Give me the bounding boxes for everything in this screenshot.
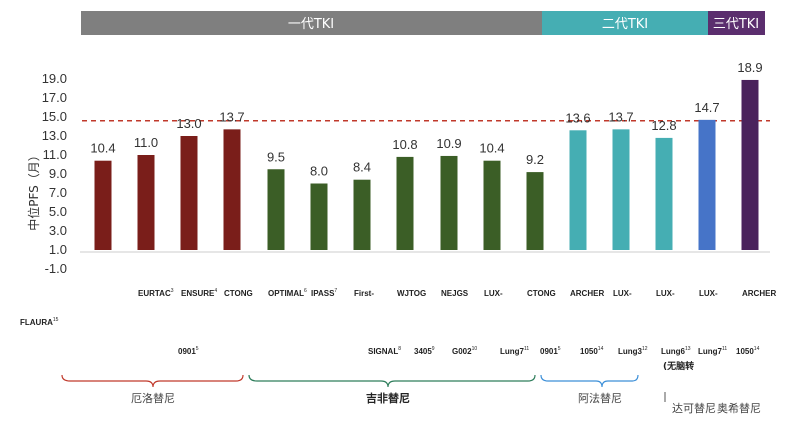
gen3-band — [708, 11, 765, 35]
y-tick-label: 1.0 — [49, 242, 67, 257]
y-tick-label: 13.0 — [42, 128, 67, 143]
y-tick-label: 19.0 — [42, 71, 67, 86]
y-tick-label: 3.0 — [49, 223, 67, 238]
value-label: 10.4 — [479, 141, 504, 156]
bar — [655, 137, 673, 250]
value-label: 11.0 — [134, 135, 158, 150]
drug-osimertinib: 奥希替尼 — [717, 401, 761, 415]
gen1-band — [81, 11, 542, 35]
bar — [310, 183, 328, 250]
bar — [483, 160, 501, 250]
y-ticks: 19.0 17.0 15.0 13.0 11.0 9.0 7.0 5.0 3.0 1.0 -1.0 — [42, 71, 67, 276]
drug-erlotinib: 厄洛替尼 — [131, 391, 175, 405]
value-label: 8.4 — [353, 160, 371, 175]
category-label: 09015 — [540, 346, 561, 356]
value-label: 9.2 — [526, 152, 544, 167]
category-label: G00210 — [452, 346, 477, 356]
generation-header: 一代TKI 二代TKI 三代TKI — [81, 11, 765, 35]
bar — [698, 119, 716, 250]
value-labels: 10.4 11.0 13.0 13.7 9.5 8.0 8.4 10.8 10.9 10.4 9.2… — [90, 60, 762, 179]
bar — [440, 155, 458, 250]
bar — [223, 129, 241, 250]
category-label: LUX- — [613, 289, 632, 298]
value-label: 13.6 — [565, 110, 590, 125]
category-label: CTONG — [527, 289, 556, 298]
value-label: 13.7 — [608, 109, 633, 124]
value-label: 13.0 — [176, 116, 201, 131]
y-tick-label: 17.0 — [42, 90, 67, 105]
category-label: ARCHER — [742, 289, 776, 298]
bar — [569, 130, 587, 250]
category-label: IPASS7 — [311, 288, 337, 298]
bar — [180, 136, 198, 250]
category-label: LUX- — [699, 289, 718, 298]
bar — [137, 155, 155, 250]
category-label: Lung613 — [661, 346, 691, 356]
category-label: 105014 — [580, 346, 604, 356]
bar — [94, 160, 112, 250]
category-label: EURTAC3 — [138, 288, 174, 298]
gen2-label: 二代TKI — [602, 17, 648, 32]
category-label: SIGNAL8 — [368, 346, 401, 356]
value-label: 10.4 — [90, 141, 115, 156]
category-label: Lung711 — [500, 346, 529, 356]
y-tick-label: 15.0 — [42, 109, 67, 124]
value-label: 9.5 — [267, 149, 285, 164]
value-label: 8.0 — [310, 164, 328, 179]
category-label: 34059 — [414, 346, 435, 356]
value-label: 10.9 — [436, 136, 461, 151]
gen2-band — [542, 11, 708, 35]
y-tick-label: -1.0 — [45, 261, 67, 276]
bar — [612, 129, 630, 250]
category-note: (无脑转 — [663, 360, 694, 372]
category-labels: EURTAC3 ENSURE4 CTONG OPTIMAL6 IPASS7 First- W… — [20, 288, 776, 372]
category-label: WJTOG — [397, 289, 426, 298]
afatinib-bracket — [540, 374, 639, 388]
category-label: 09015 — [178, 346, 199, 356]
category-label: Lung711 — [698, 346, 727, 356]
y-tick-label: 9.0 — [49, 166, 67, 181]
drug-brackets — [61, 374, 639, 388]
category-label: LUX- — [484, 289, 503, 298]
value-label: 10.8 — [392, 137, 417, 152]
category-label: NEJGS — [441, 289, 469, 298]
erlotinib-bracket — [61, 374, 244, 388]
category-label: First- — [354, 289, 374, 298]
value-label: 12.8 — [651, 118, 676, 133]
bar — [353, 179, 371, 250]
y-tick-label: 7.0 — [49, 185, 67, 200]
category-label: ARCHER — [570, 289, 604, 298]
value-label: 13.7 — [219, 109, 244, 124]
category-label: LUX- — [656, 289, 675, 298]
y-tick-label: 5.0 — [49, 204, 67, 219]
category-label: 105014 — [736, 346, 760, 356]
category-label: FLAURA15 — [20, 317, 59, 327]
drug-dacomitinib: 达可替尼 — [672, 401, 716, 415]
category-label: CTONG — [224, 289, 253, 298]
gen1-label: 一代TKI — [288, 17, 334, 32]
gen3-label: 三代TKI — [713, 17, 759, 32]
value-label: 18.9 — [737, 60, 762, 75]
category-label: ENSURE4 — [181, 288, 217, 298]
y-axis-label: 中位PFS（月） — [26, 149, 41, 231]
drug-afatinib: 阿法替尼 — [578, 391, 622, 405]
bar — [267, 169, 285, 250]
category-label: OPTIMAL6 — [268, 288, 307, 298]
bar — [526, 172, 544, 250]
value-label: 14.7 — [694, 100, 719, 115]
category-label: Lung312 — [618, 346, 648, 356]
bars — [94, 79, 759, 250]
bar — [741, 79, 759, 250]
bar — [396, 156, 414, 250]
y-tick-label: 11.0 — [43, 147, 67, 162]
gefitinib-bracket — [248, 374, 536, 388]
drug-gefitinib: 吉非替尼 — [366, 391, 410, 405]
